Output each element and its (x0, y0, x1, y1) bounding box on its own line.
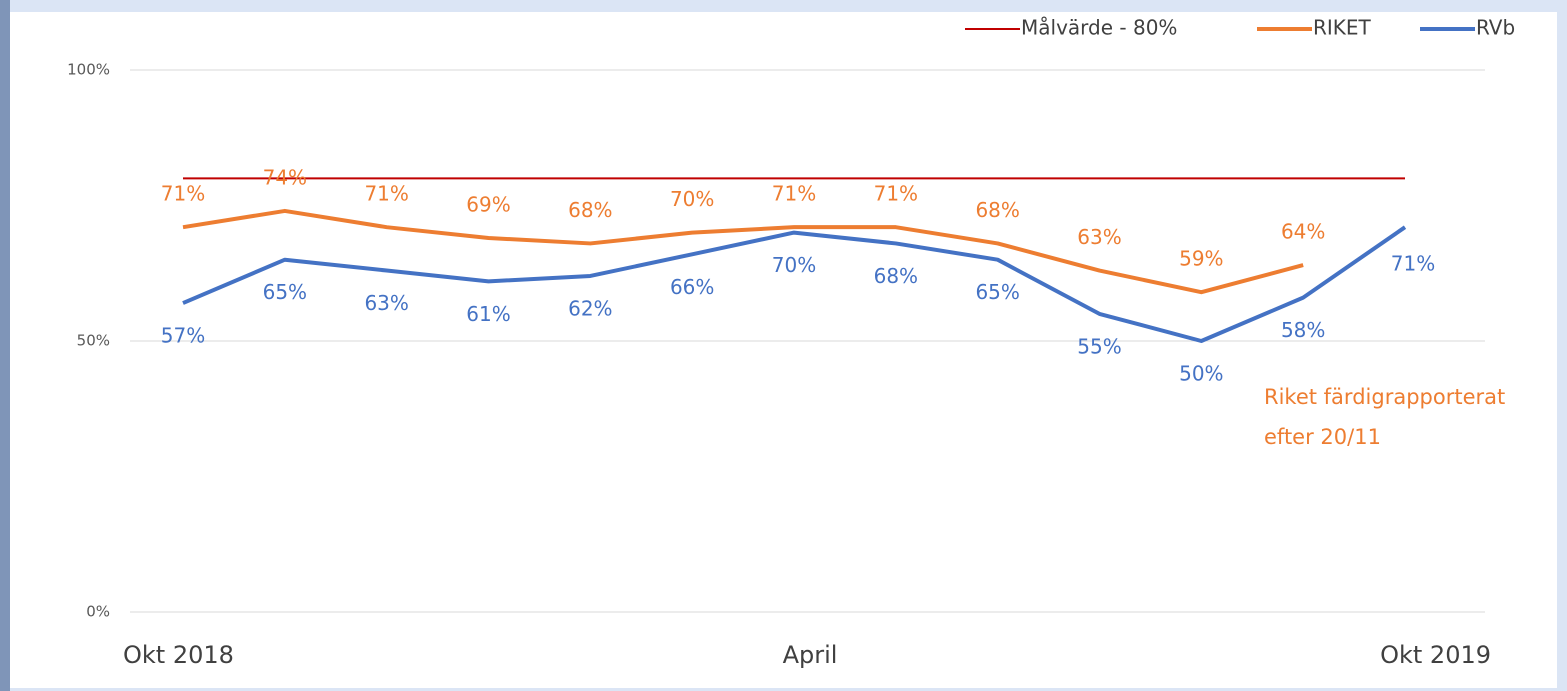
data-label: 59% (1179, 247, 1223, 271)
data-label: 66% (670, 275, 714, 299)
data-label: 71% (1391, 252, 1435, 276)
frame-edge (0, 0, 10, 691)
data-label: 68% (568, 198, 612, 222)
data-label: 70% (772, 253, 816, 277)
data-label: 69% (466, 193, 510, 217)
data-label: 65% (263, 280, 307, 304)
data-label: 58% (1281, 318, 1325, 342)
data-label: 68% (975, 198, 1019, 222)
data-label: 50% (1179, 362, 1223, 386)
data-label: 62% (568, 296, 612, 320)
legend-label: Målvärde - 80% (1021, 16, 1177, 40)
data-label: 71% (772, 182, 816, 206)
series-line (182, 225, 1407, 343)
y-tick-label: 0% (86, 603, 110, 621)
data-label: 68% (874, 264, 918, 288)
data-label: 57% (161, 324, 205, 348)
legend-label: RVb (1476, 16, 1515, 40)
y-tick-label: 100% (67, 61, 110, 79)
data-label: 74% (263, 165, 307, 189)
series-line (182, 208, 1304, 295)
data-label: 65% (975, 280, 1019, 304)
x-tick-label: Okt 2018 (123, 641, 234, 669)
data-label: 55% (1077, 334, 1121, 358)
data-label: 71% (161, 182, 205, 206)
data-label: 71% (874, 182, 918, 206)
data-label: 64% (1281, 220, 1325, 244)
data-label: 61% (466, 302, 510, 326)
x-tick-label: Okt 2019 (1380, 641, 1491, 669)
data-label: 71% (364, 182, 408, 206)
data-label: 63% (1077, 225, 1121, 249)
y-tick-label: 50% (77, 332, 110, 350)
x-tick-label: April (783, 641, 838, 669)
annotation: Riket färdigrapporterat (1264, 385, 1505, 409)
data-label: 70% (670, 187, 714, 211)
data-label: 63% (364, 291, 408, 315)
legend-label: RIKET (1313, 16, 1372, 40)
chart-panel (10, 12, 1557, 688)
annotation: efter 20/11 (1264, 425, 1381, 449)
